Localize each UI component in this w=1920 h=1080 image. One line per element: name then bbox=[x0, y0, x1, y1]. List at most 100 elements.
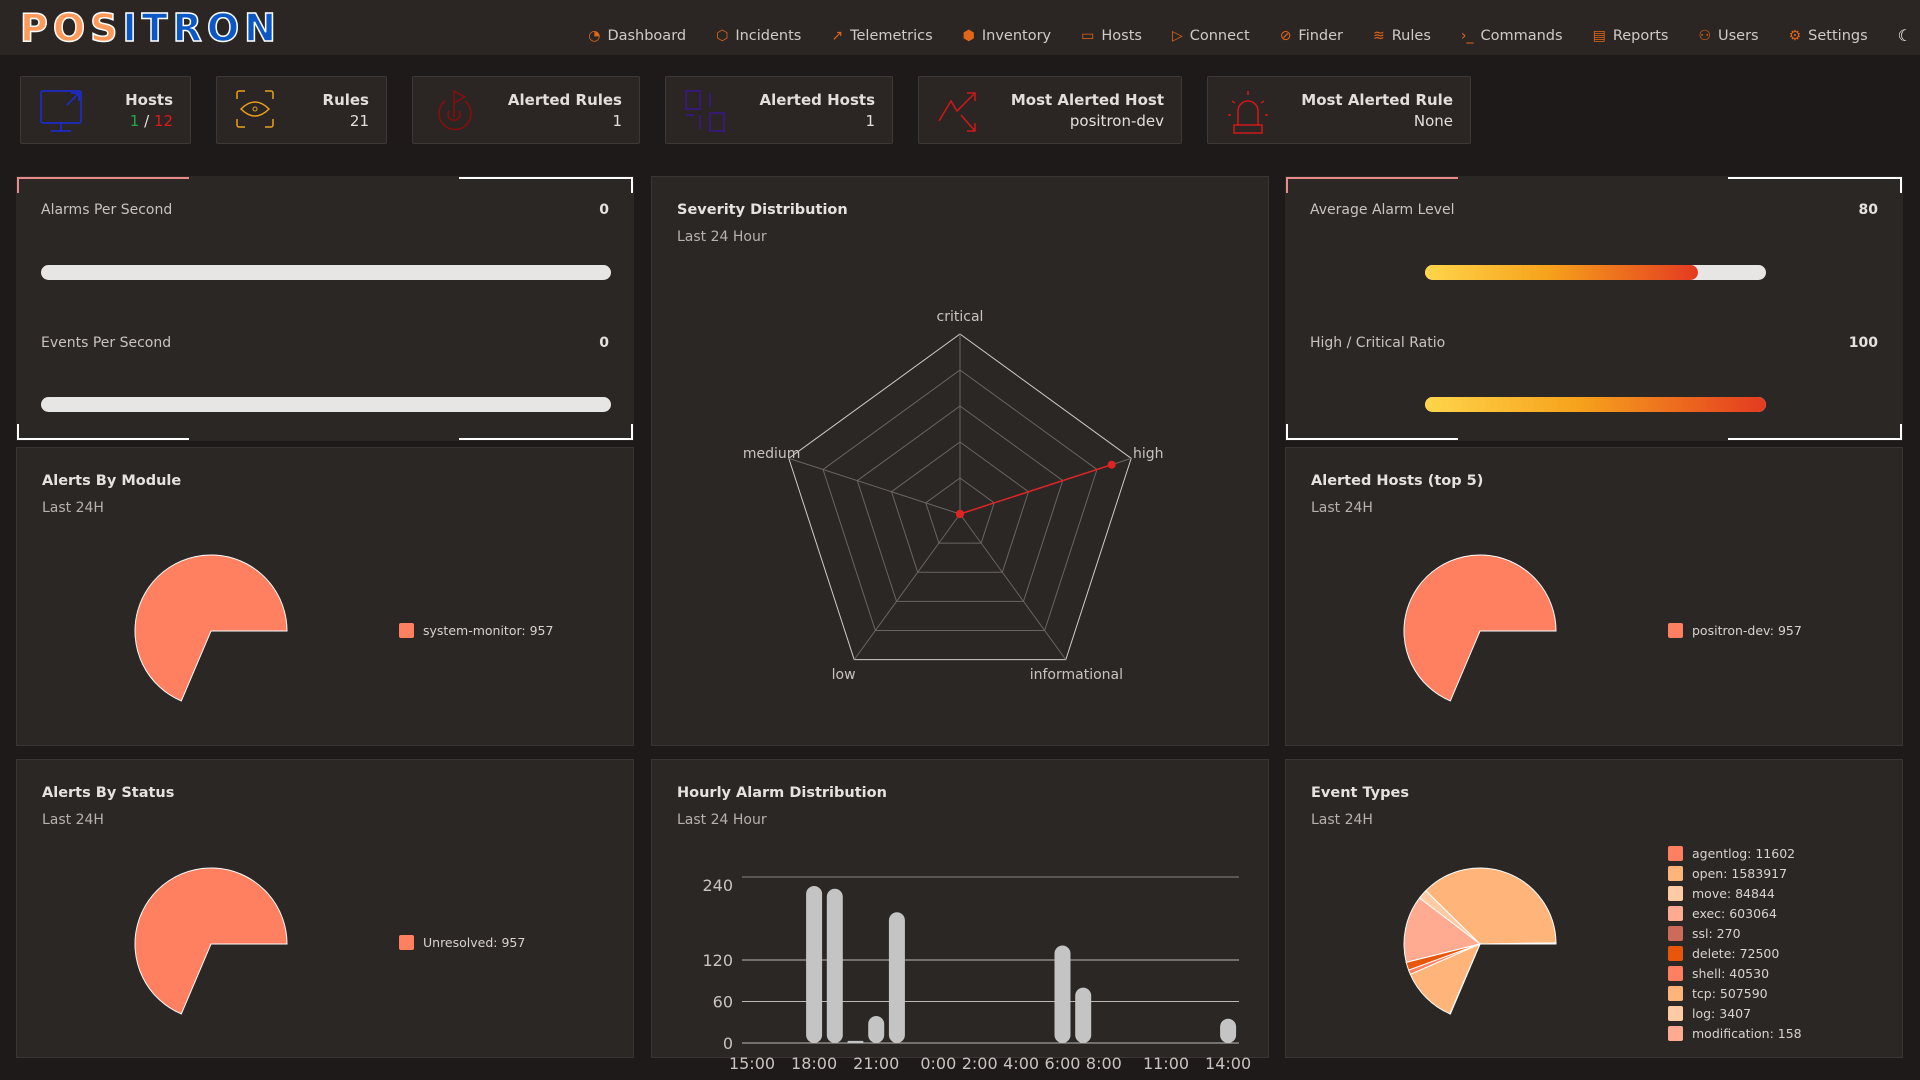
bar-7:00 bbox=[1075, 987, 1092, 1043]
bar-22:00 bbox=[888, 912, 905, 1043]
legend-swatch bbox=[399, 934, 414, 950]
gear-icon: ⚙ bbox=[1788, 27, 1802, 44]
document-icon: ▤ bbox=[1592, 27, 1606, 44]
legend: Unresolved: 957 bbox=[399, 932, 525, 952]
bar-14:00 bbox=[1220, 1018, 1237, 1043]
layers-icon: ≋ bbox=[1373, 27, 1385, 44]
theme-toggle[interactable]: ☾ bbox=[1898, 26, 1912, 45]
pie-slice-positron-dev bbox=[1403, 554, 1557, 702]
legend-swatch bbox=[1668, 925, 1683, 941]
legend-item[interactable]: exec: 603064 bbox=[1668, 903, 1802, 923]
rates-panel: Alarms Per Second 0 Events Per Second 0 bbox=[16, 176, 634, 441]
alerted-hosts-panel: Alerted Hosts (top 5) Last 24H positron-d… bbox=[1285, 447, 1903, 746]
target-flag-icon bbox=[438, 89, 472, 131]
alerted-rules-card[interactable]: Alerted Rules 1 bbox=[412, 76, 640, 144]
y-tick-label: 240 bbox=[702, 876, 733, 895]
radar-point bbox=[1107, 460, 1116, 469]
monitor-icon: ▭ bbox=[1081, 27, 1095, 44]
legend-item[interactable]: agentlog: 11602 bbox=[1668, 843, 1802, 863]
nav-connect[interactable]: ▷ Connect bbox=[1171, 27, 1250, 44]
legend-item[interactable]: positron-dev: 957 bbox=[1668, 620, 1802, 640]
legend-item[interactable]: ssl: 270 bbox=[1668, 923, 1802, 943]
bar-18:00 bbox=[806, 885, 823, 1043]
legend-swatch bbox=[1668, 1005, 1683, 1021]
alerted-hosts-card[interactable]: Alerted Hosts 1 bbox=[665, 76, 893, 144]
radar-axis-label: informational bbox=[1030, 667, 1123, 683]
nav-finder[interactable]: ⊘ Finder bbox=[1279, 27, 1344, 44]
legend: system-monitor: 957 bbox=[399, 620, 553, 640]
nav-hosts[interactable]: ▭ Hosts bbox=[1081, 27, 1142, 44]
eye-scan-icon bbox=[236, 90, 274, 128]
radar-axis-label: medium bbox=[743, 446, 801, 462]
rules-card[interactable]: Rules 21 bbox=[216, 76, 387, 144]
pie-slice-open bbox=[1425, 867, 1557, 945]
radar-grid-ring bbox=[890, 441, 1030, 573]
nav-commands[interactable]: ›_ Commands bbox=[1460, 27, 1563, 44]
pie-slice-modification bbox=[1449, 943, 1481, 1015]
terminal-icon: ›_ bbox=[1460, 27, 1474, 44]
pie-chart-icon: ◔ bbox=[588, 27, 601, 44]
nav-incidents[interactable]: ⬡ Incidents bbox=[716, 27, 802, 44]
nav-telemetrics[interactable]: ↗ Telemetrics bbox=[831, 27, 933, 44]
legend-swatch bbox=[1668, 965, 1683, 981]
legend-swatch bbox=[1668, 865, 1683, 881]
alerts-by-status-panel: Alerts By Status Last 24H Unresolved: 957 bbox=[16, 759, 634, 1058]
y-tick-label: 60 bbox=[713, 993, 733, 1012]
legend-item[interactable]: system-monitor: 957 bbox=[399, 620, 553, 640]
nav-dashboard[interactable]: ◔ Dashboard bbox=[588, 27, 687, 44]
legend-swatch bbox=[1668, 945, 1683, 961]
radar-grid-ring bbox=[856, 405, 1064, 602]
high-critical-ratio-gauge bbox=[1425, 397, 1766, 412]
hosts-card[interactable]: Hosts 1 / 12 bbox=[20, 76, 191, 144]
radar-grid-ring bbox=[788, 333, 1132, 661]
legend-item[interactable]: Unresolved: 957 bbox=[399, 932, 525, 952]
trend-arrows-icon bbox=[938, 92, 976, 132]
radar-series bbox=[959, 463, 1112, 515]
hosts-grid-icon bbox=[685, 90, 725, 132]
nav-users[interactable]: ⚇ Users bbox=[1698, 27, 1759, 44]
event-types-panel: Event Types Last 24H agentlog: 11602 open:… bbox=[1285, 759, 1903, 1058]
events-per-second-value: 0 bbox=[599, 335, 609, 351]
nav-reports[interactable]: ▤ Reports bbox=[1592, 27, 1669, 44]
alarms-rate-bar bbox=[41, 265, 611, 280]
bar-6:00 bbox=[1054, 945, 1071, 1043]
x-tick-label: 8:00 bbox=[1086, 1054, 1122, 1073]
legend-swatch bbox=[1668, 1025, 1683, 1041]
legend-swatch bbox=[1668, 985, 1683, 1001]
legend-swatch bbox=[1668, 885, 1683, 901]
bar-21:00 bbox=[868, 1016, 885, 1043]
legend-swatch bbox=[1668, 845, 1683, 861]
radar-axis-label: low bbox=[832, 667, 856, 683]
most-alerted-host-card[interactable]: Most Alerted Host positron-dev bbox=[918, 76, 1182, 144]
positron-logo[interactable]: POSITRON bbox=[19, 5, 281, 51]
alerts-by-module-panel: Alerts By Module Last 24H system-monitor:… bbox=[16, 447, 634, 746]
alarms-per-second-value: 0 bbox=[599, 202, 609, 218]
total-hosts: 12 bbox=[153, 112, 173, 130]
x-tick-label: 15:00 bbox=[729, 1054, 775, 1073]
average-alarm-level-gauge bbox=[1425, 265, 1766, 280]
legend-item[interactable]: modification: 158 bbox=[1668, 1023, 1802, 1043]
radar-axis-label: high bbox=[1133, 446, 1164, 462]
events-rate-bar bbox=[41, 397, 611, 412]
legend-swatch bbox=[1668, 905, 1683, 921]
monitor-icon bbox=[40, 90, 82, 132]
radar-point bbox=[956, 510, 964, 518]
play-icon: ▷ bbox=[1171, 27, 1183, 44]
radar-grid-ring bbox=[822, 369, 1098, 631]
x-tick-label: 11:00 bbox=[1143, 1054, 1189, 1073]
nav-inventory[interactable]: ⬢ Inventory bbox=[962, 27, 1052, 44]
nav-settings[interactable]: ⚙ Settings bbox=[1788, 27, 1868, 44]
legend-item[interactable]: open: 1583917 bbox=[1668, 863, 1802, 883]
x-tick-label: 2:00 bbox=[962, 1054, 998, 1073]
most-alerted-rule-card[interactable]: Most Alerted Rule None bbox=[1207, 76, 1471, 144]
legend-item[interactable]: tcp: 507590 bbox=[1668, 983, 1802, 1003]
shield-icon: ⬡ bbox=[716, 27, 729, 44]
legend-item[interactable]: log: 3407 bbox=[1668, 1003, 1802, 1023]
legend-item[interactable]: delete: 72500 bbox=[1668, 943, 1802, 963]
legend: agentlog: 11602 open: 1583917 move: 84844 e… bbox=[1668, 843, 1802, 1043]
legend-item[interactable]: shell: 40530 bbox=[1668, 963, 1802, 983]
legend-item[interactable]: move: 84844 bbox=[1668, 883, 1802, 903]
nav-rules[interactable]: ≋ Rules bbox=[1373, 27, 1431, 44]
legend-swatch bbox=[1668, 622, 1683, 638]
pie-slice-system-monitor bbox=[134, 554, 288, 702]
